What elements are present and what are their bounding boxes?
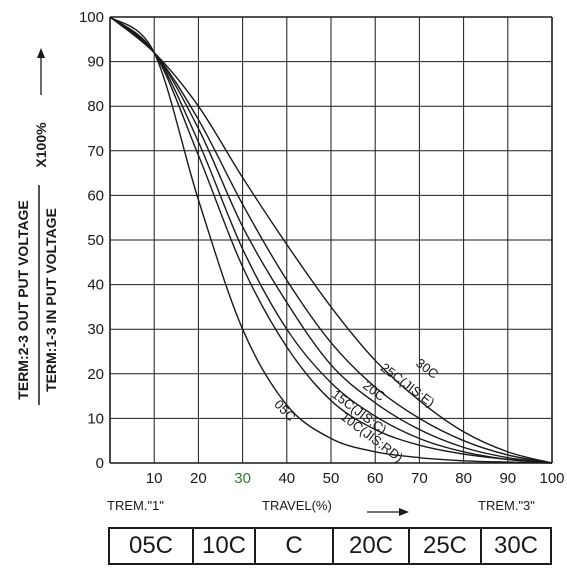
curve-type-label: 10C (201, 532, 247, 559)
series-line-05C (109, 16, 553, 464)
curve-type-box-5: 25C (408, 527, 480, 565)
x-tick-label: 20 (190, 470, 207, 487)
y-axis-label-bottom: TERM:1-3 IN PUT VOLTAGE (43, 208, 59, 392)
curve-label: 05C (271, 397, 298, 425)
curve-label: 30C (413, 355, 441, 381)
curve-label: 20C (360, 378, 388, 404)
x-tick-label: 40 (278, 470, 295, 487)
y-tick-label: 0 (96, 455, 104, 472)
x-tick-label: 50 (323, 470, 340, 487)
y-tick-label: 40 (87, 277, 104, 294)
x-tick-label: 30 (234, 470, 251, 487)
x-tick-label: 100 (539, 470, 564, 487)
curve-type-box-3: C (254, 527, 332, 565)
curve-type-box-2: 10C (192, 527, 254, 565)
grid (109, 16, 553, 464)
y-axis-label-top: TERM:2-3 OUT PUT VOLTAGE (15, 200, 31, 399)
x-tick-label: 70 (411, 470, 428, 487)
terminal-1-label: TREM."1" (107, 498, 164, 513)
taper-curve-chart: 0 10 20 30 40 50 60 70 80 90 100 10 20 30 40 50 60 70 80 90… (15, 9, 565, 516)
x-tick-label: 10 (146, 470, 163, 487)
y-tick-label: 100 (79, 9, 104, 26)
y-axis-suffix: X100% (33, 122, 49, 168)
x-axis-label: TRAVEL(%) (262, 498, 332, 513)
x-arrow-head (399, 508, 409, 516)
series-line-15C(JIS:C) (109, 16, 553, 464)
y-tick-label: 60 (87, 187, 104, 204)
curve-type-box-1: 05C (108, 527, 192, 565)
curve-type-label: 25C (422, 532, 468, 559)
y-tick-label: 90 (87, 54, 104, 71)
y-tick-label: 70 (87, 143, 104, 160)
curve-type-label: 05C (128, 532, 174, 559)
curve-type-box-6: 30C (480, 527, 552, 565)
curves (109, 16, 553, 464)
series-line-10C(JIS:RD) (109, 16, 553, 464)
series-line-25C(JIS:E) (109, 16, 553, 464)
y-tick-label: 80 (87, 98, 104, 115)
curve-type-box-4: 20C (332, 527, 408, 565)
terminal-3-label: TREM."3" (478, 498, 535, 513)
y-tick-label: 50 (87, 232, 104, 249)
x-tick-label: 60 (367, 470, 384, 487)
curve-type-label: 20C (348, 532, 394, 559)
tick-labels: 0 10 20 30 40 50 60 70 80 90 100 10 20 30 40 50 60 70 80 90… (79, 9, 565, 487)
series-line-30C (109, 16, 553, 464)
x-tick-label: 80 (455, 470, 472, 487)
curve-type-label: C (285, 532, 303, 559)
y-tick-label: 20 (87, 366, 104, 383)
x-tick-label: 90 (499, 470, 516, 487)
series-line-20C (109, 16, 553, 464)
y-tick-label: 10 (87, 410, 104, 427)
y-arrow-head (37, 48, 45, 58)
y-tick-label: 30 (87, 321, 104, 338)
curve-type-label: 30C (493, 532, 539, 559)
